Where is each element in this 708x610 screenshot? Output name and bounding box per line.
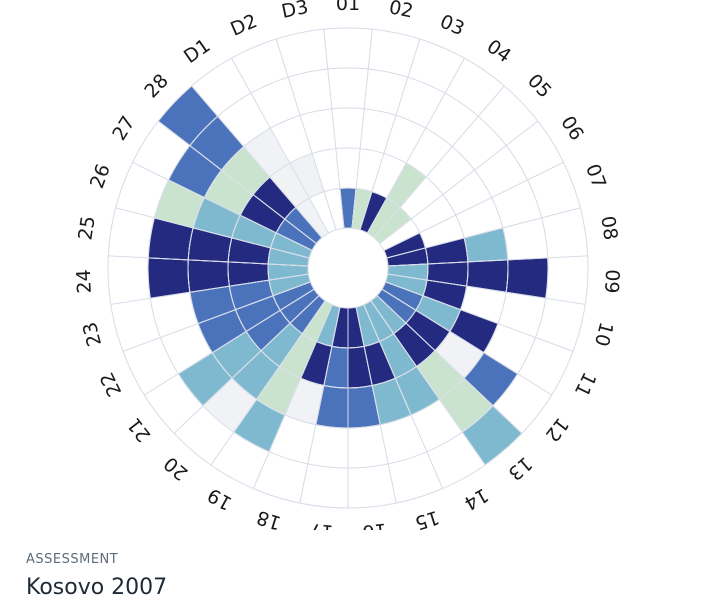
category-tick-label: 13 (504, 452, 537, 484)
grid-spoke (387, 255, 588, 267)
category-tick-label: 09 (600, 269, 623, 294)
category-tick-label: 16 (362, 518, 388, 530)
grid-spoke (373, 85, 505, 238)
grid-spoke (108, 255, 309, 267)
grid-spoke (252, 304, 333, 489)
category-tick-label: 02 (387, 0, 415, 23)
heatmap-cell (147, 257, 191, 299)
grid-spoke (132, 161, 313, 251)
category-tick-label: 08 (596, 214, 621, 241)
grid-spoke (379, 120, 539, 244)
grid-spoke (173, 295, 320, 434)
grid-spoke (363, 304, 444, 489)
category-tick-label: 28 (140, 70, 173, 103)
category-tick-label: 27 (108, 112, 139, 144)
grid-spoke (210, 300, 326, 466)
grid-ring (307, 227, 389, 309)
category-tick-label: 26 (86, 161, 115, 191)
grid-spoke (387, 273, 586, 305)
category-tick-label: D3 (280, 0, 311, 23)
category-tick-label: D2 (227, 10, 260, 41)
category-tick-label: 06 (556, 112, 587, 144)
category-tick-label: 12 (541, 413, 573, 446)
category-tick-label: 24 (73, 269, 96, 294)
category-tick-label: 19 (204, 483, 236, 514)
caption-eyebrow: ASSESSMENT (26, 552, 119, 567)
grid-spoke (381, 288, 552, 396)
heatmap-cell (463, 227, 509, 263)
caption-title: Kosovo 2007 (26, 575, 168, 600)
grid-spoke (275, 38, 337, 230)
grid-spoke (385, 281, 574, 352)
heatmap-cell (386, 162, 427, 209)
grid-spoke (386, 207, 581, 259)
category-tick-label: 18 (254, 506, 284, 530)
grid-spoke (122, 281, 311, 352)
chart-caption: ASSESSMENT Kosovo 2007 (26, 552, 167, 600)
category-tick-label: 21 (123, 413, 155, 446)
category-tick-label: 14 (460, 483, 492, 514)
grid-spoke (359, 38, 421, 230)
grid-spoke (383, 161, 564, 251)
grid-spoke (370, 300, 486, 466)
category-tick-label: 03 (437, 11, 468, 41)
grid-spoke (299, 307, 341, 504)
category-tick-label: 07 (581, 161, 610, 191)
category-tick-label: 15 (412, 506, 442, 530)
grid-spoke (366, 57, 465, 234)
category-tick-label: 22 (96, 369, 126, 400)
category-tick-label: 25 (74, 214, 99, 241)
grid-spoke (323, 29, 345, 229)
category-tick-label: 17 (308, 518, 334, 530)
heatmap-cell (505, 257, 549, 299)
grid-spoke (115, 207, 310, 259)
grid-spoke (355, 307, 397, 504)
category-tick-label: 23 (79, 320, 106, 349)
grid-spoke (144, 288, 315, 396)
grid-spoke (110, 273, 309, 305)
chart-grid (107, 27, 589, 509)
grid-spoke (231, 57, 330, 234)
category-tick-label: 11 (570, 369, 600, 400)
category-tick-label: 04 (483, 35, 515, 67)
category-tick-label: 10 (590, 320, 617, 349)
category-tick-label: D1 (180, 35, 214, 68)
heatmap-cell (424, 237, 469, 265)
grid-spoke (351, 29, 373, 229)
grid-spoke (157, 120, 317, 244)
grid-spoke (191, 85, 323, 238)
category-tick-label: 01 (336, 0, 360, 15)
category-tick-label: 05 (523, 70, 556, 103)
grid-spoke (376, 295, 523, 434)
category-tick-label: 20 (160, 452, 193, 484)
